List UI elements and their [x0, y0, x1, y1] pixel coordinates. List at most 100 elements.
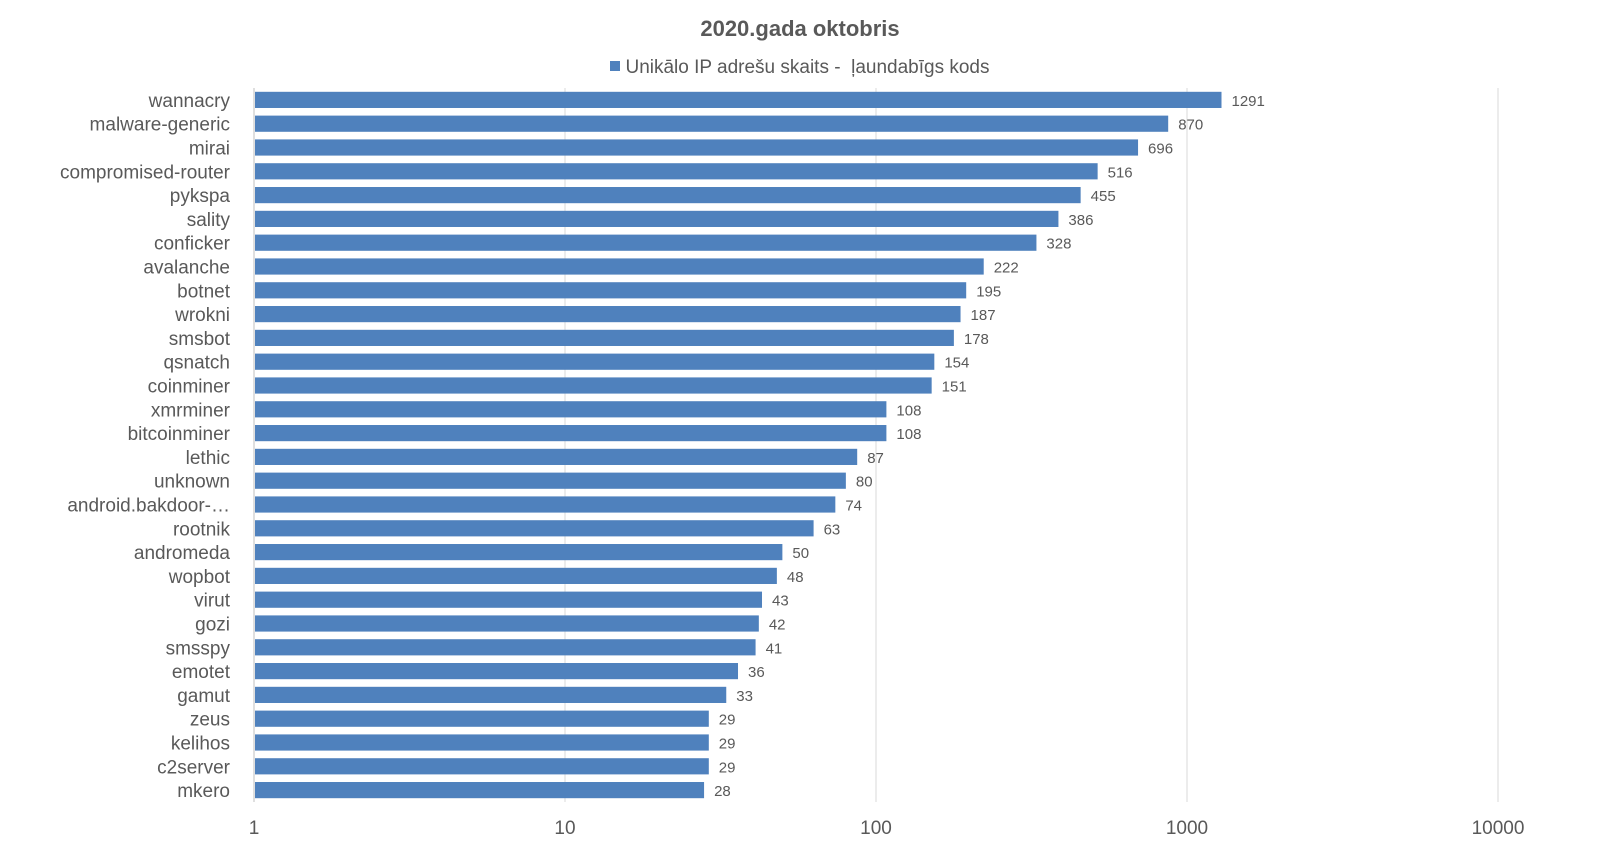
chart-title: 2020.gada oktobris	[700, 16, 900, 41]
bar	[255, 353, 935, 370]
category-label: sality	[187, 210, 231, 231]
data-label: 154	[944, 355, 969, 372]
data-label: 696	[1148, 141, 1173, 158]
data-label: 516	[1108, 164, 1133, 181]
bar	[255, 210, 1059, 227]
data-label: 1291	[1231, 93, 1264, 110]
x-tick-label: 10	[554, 818, 575, 839]
x-tick-label: 1000	[1166, 818, 1208, 839]
bar	[255, 591, 763, 608]
data-label: 33	[736, 688, 753, 705]
category-label: malware-generic	[90, 115, 230, 136]
category-label: bitcoinminer	[128, 424, 231, 445]
bar	[255, 401, 887, 418]
category-label: pykspa	[170, 186, 231, 207]
bar	[255, 639, 756, 656]
bar	[255, 187, 1081, 204]
bar	[255, 496, 836, 513]
data-label: 178	[964, 331, 989, 348]
bar	[255, 425, 887, 442]
bar	[255, 91, 1222, 108]
bar	[255, 758, 709, 775]
data-label: 187	[971, 307, 996, 324]
category-label: wannacry	[148, 91, 231, 112]
data-label: 87	[867, 450, 884, 467]
category-label: lethic	[186, 448, 230, 469]
category-label: avalanche	[143, 258, 230, 279]
category-label: unknown	[154, 472, 230, 493]
category-label: qsnatch	[163, 353, 230, 374]
data-label: 195	[976, 283, 1001, 300]
data-label: 870	[1178, 117, 1203, 134]
x-tick-label: 1	[249, 818, 260, 839]
bar	[255, 782, 705, 799]
bar	[255, 663, 739, 680]
bar	[255, 448, 858, 465]
data-label: 74	[845, 498, 862, 515]
legend-swatch	[610, 61, 621, 71]
bar	[255, 686, 727, 703]
data-label: 29	[719, 712, 736, 729]
category-label: c2server	[157, 757, 231, 778]
data-label: 328	[1046, 236, 1071, 253]
x-tick-label: 10000	[1472, 818, 1525, 839]
bar	[255, 306, 961, 323]
data-label: 386	[1068, 212, 1093, 229]
category-label: compromised-router	[60, 162, 231, 183]
bar	[255, 710, 709, 727]
category-label: mkero	[177, 781, 230, 802]
category-label: emotet	[172, 662, 231, 683]
bar	[255, 258, 984, 275]
bar	[255, 544, 783, 561]
category-label: conficker	[154, 234, 231, 255]
data-label: 50	[792, 545, 809, 562]
legend-label: Unikālo IP adrešu skaits - ļaundabīgs ko…	[625, 57, 990, 78]
data-label: 48	[787, 569, 804, 586]
category-label: rootnik	[173, 519, 231, 540]
bar	[255, 567, 777, 584]
bar	[255, 163, 1098, 180]
bar	[255, 520, 814, 537]
category-label: andromeda	[134, 543, 231, 564]
data-label: 28	[714, 783, 731, 800]
x-tick-label: 100	[860, 818, 892, 839]
category-label: smsspy	[166, 638, 231, 659]
category-label: mirai	[189, 139, 230, 160]
data-label: 108	[896, 426, 921, 443]
bar	[255, 234, 1037, 251]
category-label: xmrminer	[151, 400, 231, 421]
data-label: 455	[1091, 188, 1116, 205]
data-label: 63	[824, 521, 841, 538]
category-label: coinminer	[148, 377, 231, 398]
data-label: 151	[942, 379, 967, 396]
category-label: zeus	[190, 710, 230, 731]
category-label: android.bakdoor-…	[67, 496, 230, 517]
category-label: smsbot	[169, 329, 231, 350]
data-label: 41	[766, 640, 783, 657]
bar	[255, 329, 954, 346]
legend: Unikālo IP adrešu skaits - ļaundabīgs ko…	[0, 57, 1600, 79]
bar	[255, 734, 709, 751]
data-label: 29	[719, 759, 736, 776]
category-label: gozi	[195, 615, 230, 636]
category-label: gamut	[177, 686, 231, 707]
bar	[255, 615, 759, 632]
category-label: wopbot	[168, 567, 231, 588]
bar	[255, 139, 1139, 156]
data-label: 29	[719, 736, 736, 753]
data-label: 80	[856, 474, 873, 491]
bar	[255, 472, 846, 489]
data-label: 42	[769, 617, 786, 634]
category-label: kelihos	[171, 734, 230, 755]
bar	[255, 282, 967, 299]
category-label: botnet	[177, 281, 231, 302]
category-label: virut	[194, 591, 231, 612]
data-label: 108	[896, 402, 921, 419]
data-label: 36	[748, 664, 765, 681]
data-label: 43	[772, 593, 789, 610]
bar	[255, 377, 932, 394]
data-label: 222	[994, 260, 1019, 277]
bar	[255, 115, 1169, 132]
